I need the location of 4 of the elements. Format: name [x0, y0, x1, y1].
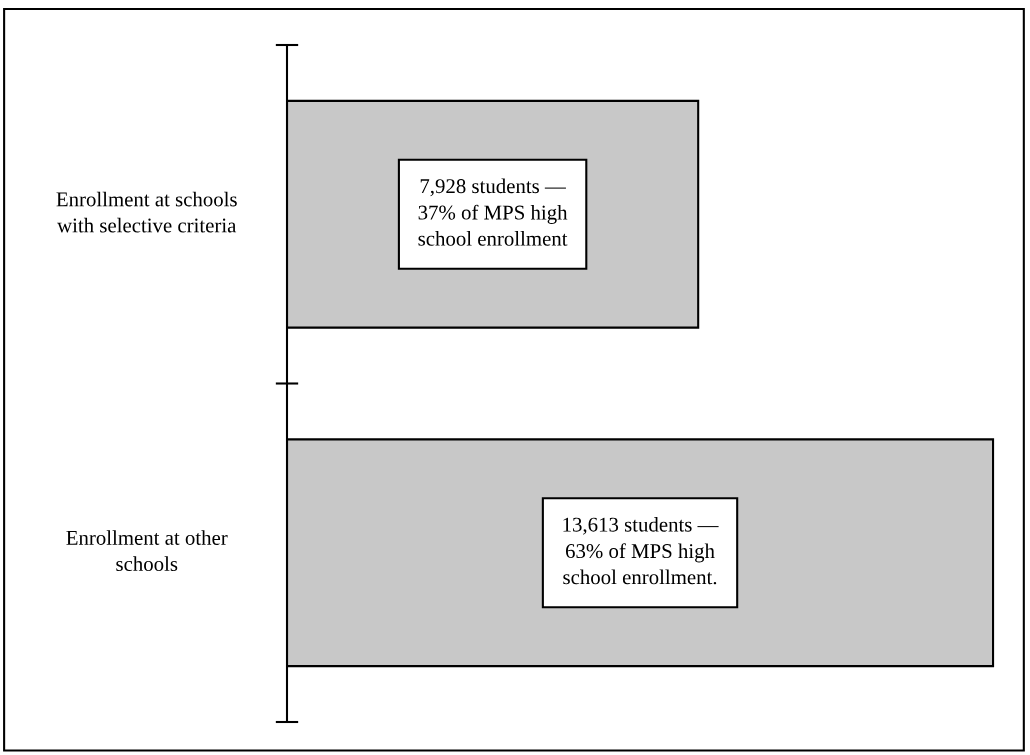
- y-tick-label: Enrollment at other schools: [66, 530, 228, 572]
- y-tick-label: Enrollment at schools with selective criteria: [56, 191, 237, 233]
- data-label: 7,928 students — 37% of MPS high school enrollment: [418, 178, 568, 246]
- data-label: 13,613 students — 63% of MPS high school enrollment.: [563, 516, 719, 585]
